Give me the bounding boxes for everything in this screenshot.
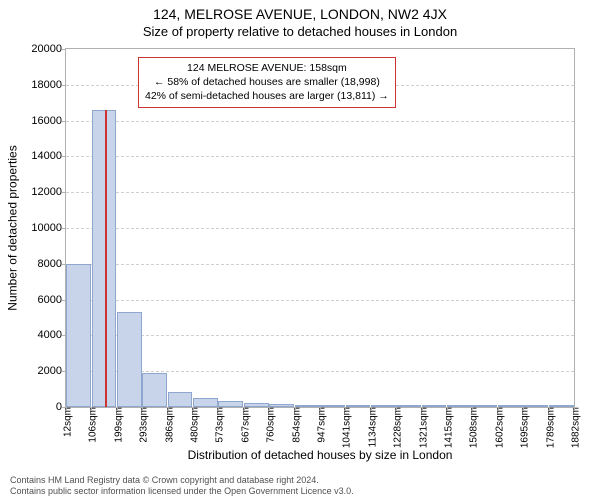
x-tick-label: 386sqm xyxy=(160,407,175,443)
x-tick-label: 947sqm xyxy=(313,407,328,443)
x-tick-label: 1508sqm xyxy=(465,407,480,448)
x-axis-label: Distribution of detached houses by size … xyxy=(65,448,575,462)
x-tick-label: 1789sqm xyxy=(541,407,556,448)
x-tick-label: 573sqm xyxy=(211,407,226,443)
x-tick-label: 1228sqm xyxy=(389,407,404,448)
annotation-line: 124 MELROSE AVENUE: 158sqm xyxy=(145,61,389,75)
chart-subtitle: Size of property relative to detached ho… xyxy=(0,22,600,39)
chart-container: 124, MELROSE AVENUE, LONDON, NW2 4JX Siz… xyxy=(0,0,600,500)
gridline xyxy=(66,335,574,336)
annotation-box: 124 MELROSE AVENUE: 158sqm← 58% of detac… xyxy=(138,57,396,108)
y-tick-label: 20000 xyxy=(31,43,66,55)
plot-area: 0200040006000800010000120001400016000180… xyxy=(65,48,575,408)
annotation-line: ← 58% of detached houses are smaller (18… xyxy=(145,75,389,89)
histogram-bar xyxy=(142,373,167,407)
gridline xyxy=(66,228,574,229)
x-tick-label: 1882sqm xyxy=(567,407,582,448)
y-axis-label: Number of detached properties xyxy=(6,48,20,408)
y-tick-label: 18000 xyxy=(31,79,66,91)
histogram-bar xyxy=(66,264,91,407)
x-tick-label: 106sqm xyxy=(84,407,99,443)
x-tick-label: 1415sqm xyxy=(440,407,455,448)
footer-line1: Contains HM Land Registry data © Crown c… xyxy=(10,475,354,486)
gridline xyxy=(66,156,574,157)
x-tick-label: 854sqm xyxy=(287,407,302,443)
x-tick-label: 1041sqm xyxy=(338,407,353,448)
x-tick-label: 1134sqm xyxy=(363,407,378,447)
x-tick-label: 480sqm xyxy=(186,407,201,443)
x-tick-label: 1602sqm xyxy=(490,407,505,448)
y-tick-label: 16000 xyxy=(31,115,66,127)
histogram-bar xyxy=(168,392,193,407)
property-marker-line xyxy=(105,110,107,407)
y-tick-label: 10000 xyxy=(31,222,66,234)
x-tick-label: 760sqm xyxy=(262,407,277,443)
chart-title: 124, MELROSE AVENUE, LONDON, NW2 4JX xyxy=(0,0,600,22)
x-tick-label: 1321sqm xyxy=(414,407,429,448)
gridline xyxy=(66,192,574,193)
histogram-bar xyxy=(117,312,142,407)
x-tick-label: 293sqm xyxy=(135,407,150,443)
y-tick-label: 14000 xyxy=(31,150,66,162)
x-tick-label: 199sqm xyxy=(109,407,124,443)
footer-attribution: Contains HM Land Registry data © Crown c… xyxy=(10,475,354,498)
x-tick-label: 667sqm xyxy=(236,407,251,443)
footer-line2: Contains public sector information licen… xyxy=(10,486,354,497)
gridline xyxy=(66,300,574,301)
annotation-line: 42% of semi-detached houses are larger (… xyxy=(145,89,389,103)
histogram-bar xyxy=(193,398,218,407)
y-tick-label: 12000 xyxy=(31,186,66,198)
x-tick-label: 1695sqm xyxy=(516,407,531,448)
gridline xyxy=(66,264,574,265)
gridline xyxy=(66,121,574,122)
x-tick-label: 12sqm xyxy=(59,407,74,437)
